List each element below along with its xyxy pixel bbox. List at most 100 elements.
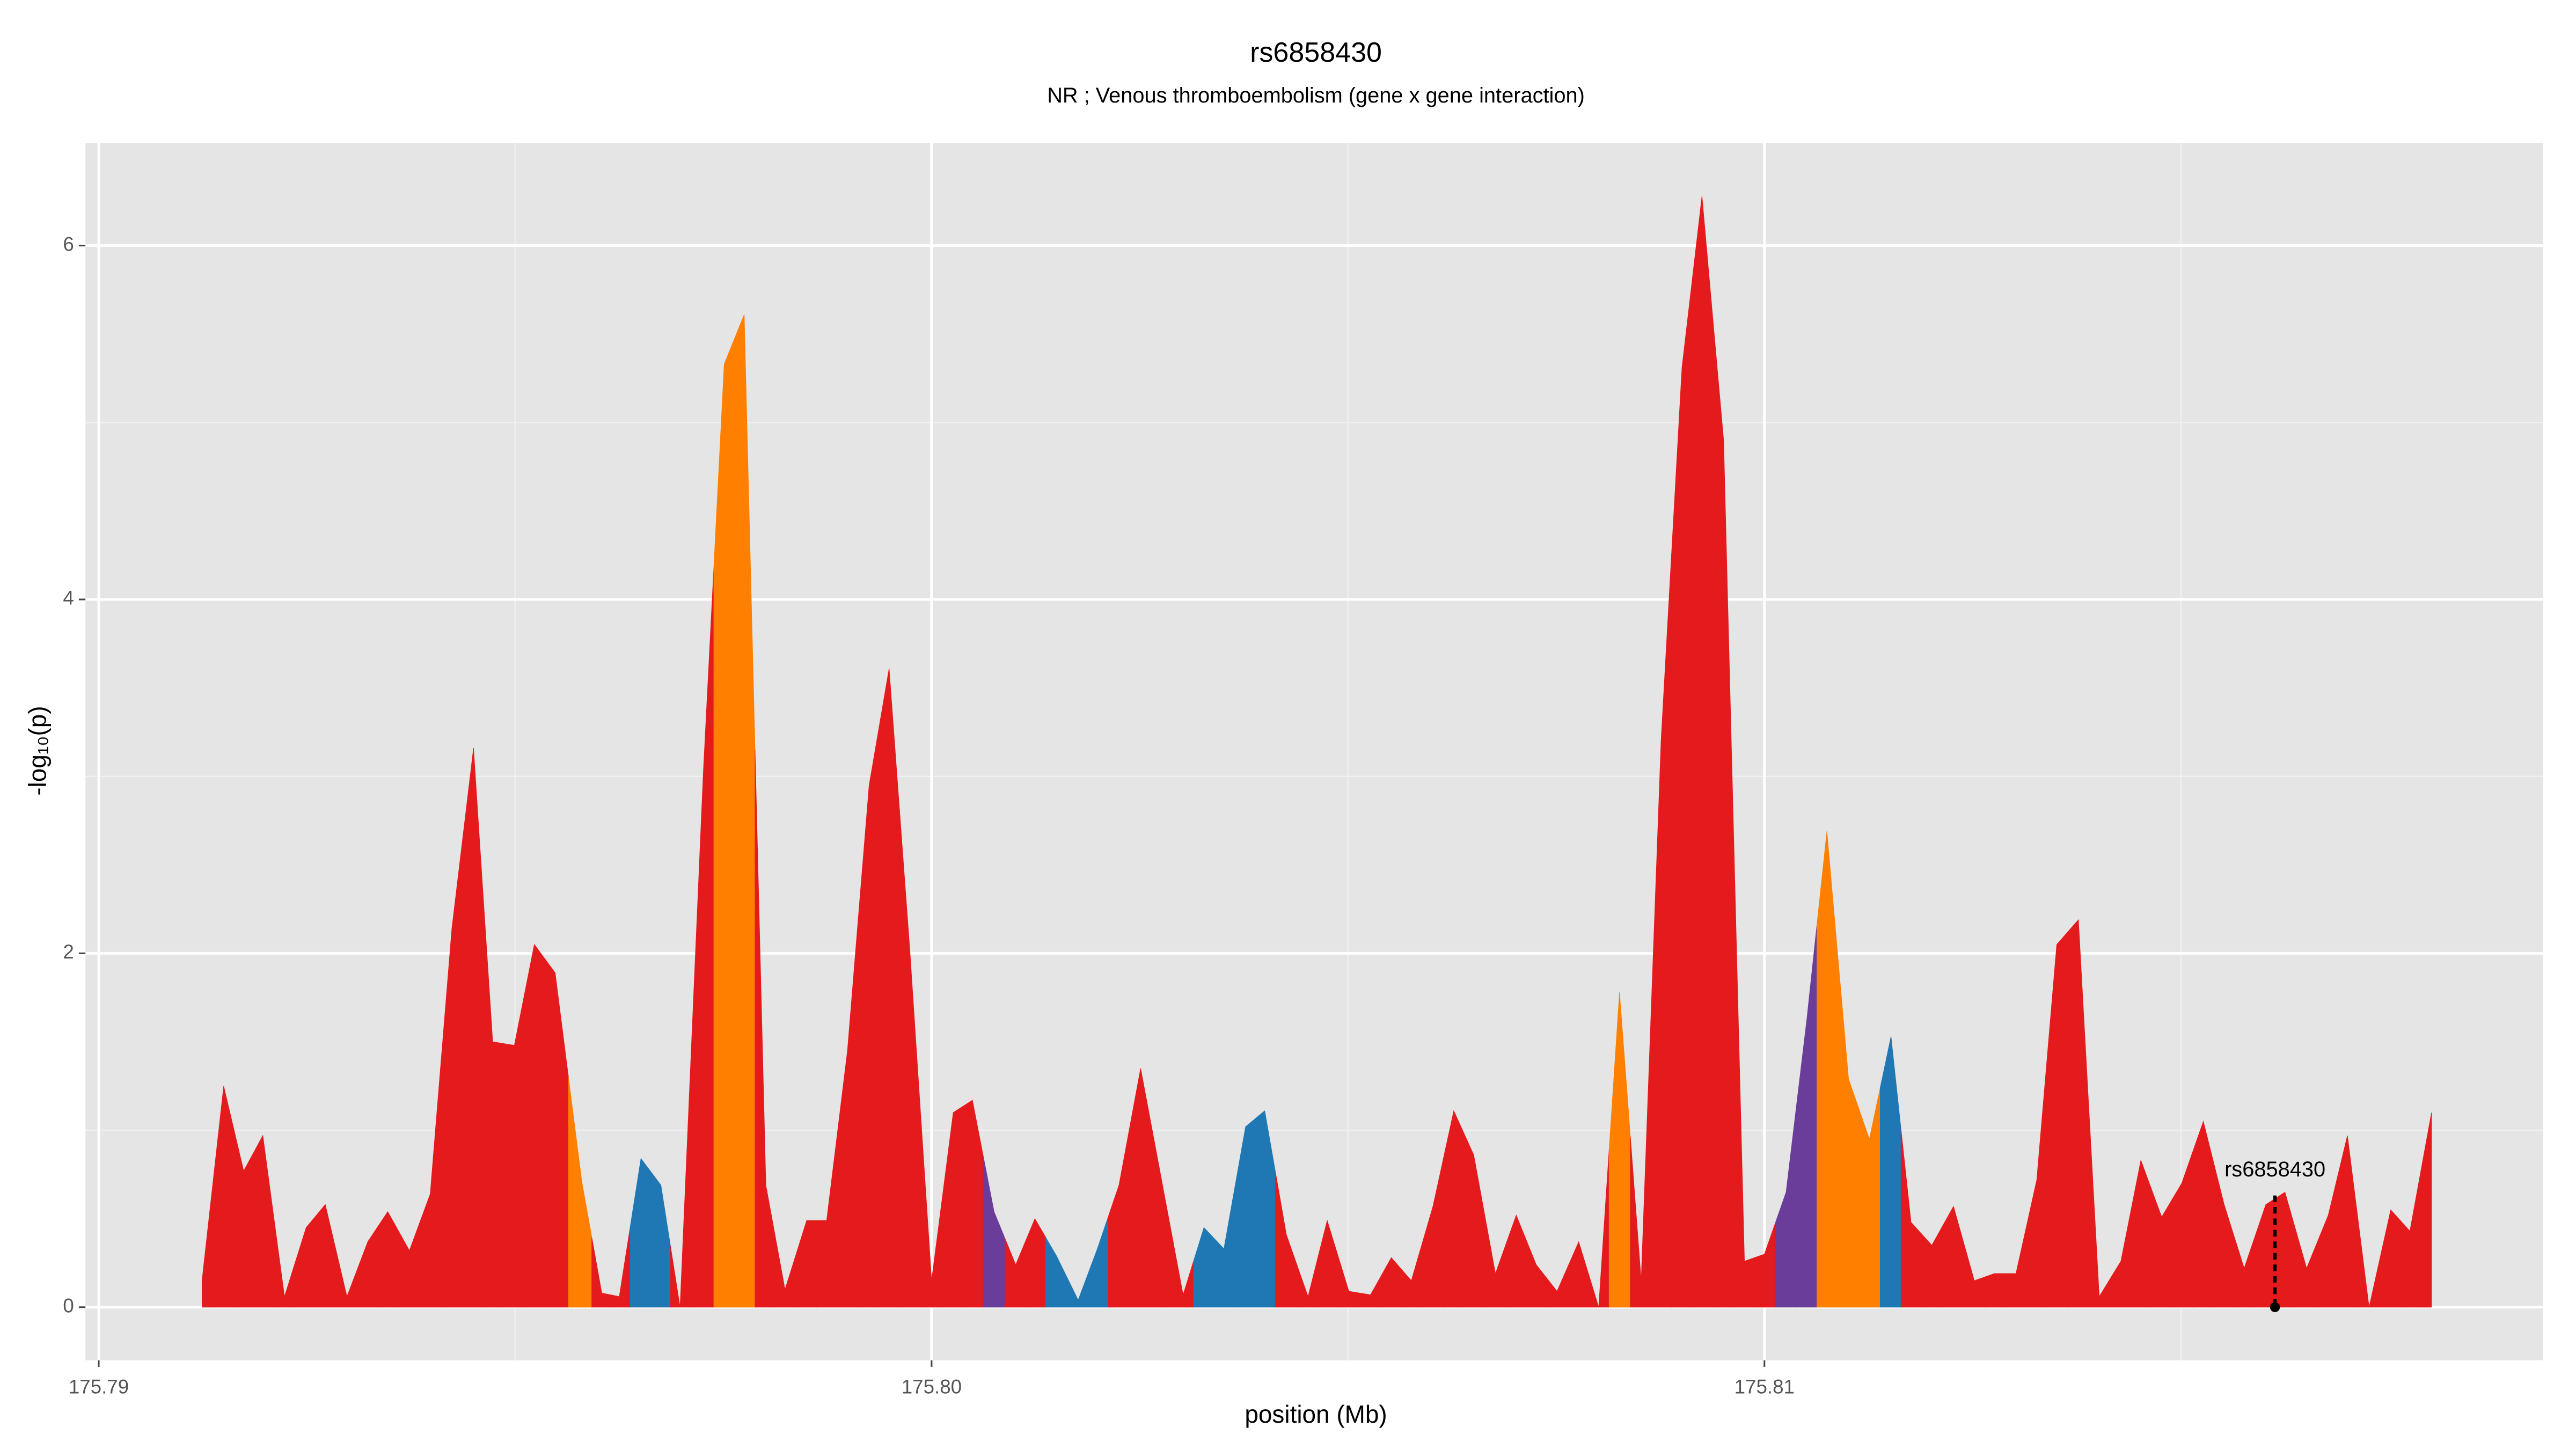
area-segment — [1443, 1110, 1465, 1308]
area-segment — [398, 1222, 420, 1308]
x-tick-label: 175.80 — [902, 1375, 962, 1397]
area-segment — [1733, 851, 1755, 1308]
area-segment — [295, 1215, 316, 1308]
area-segment — [1317, 1219, 1338, 1308]
area-segment — [755, 750, 776, 1308]
x-axis-label: position (Mb) — [1245, 1400, 1387, 1428]
area-segment — [2295, 1230, 2318, 1308]
area-segment — [899, 810, 921, 1308]
area-segment — [1234, 1118, 1256, 1308]
area-segment — [2358, 1221, 2381, 1308]
area-segment — [503, 994, 525, 1308]
area-segment — [1568, 1241, 1589, 1308]
area-segment — [2046, 931, 2068, 1308]
area-segment — [1713, 318, 1735, 1308]
area-segment — [315, 1204, 336, 1308]
area-segment — [713, 339, 735, 1308]
annotation-label: rs6858430 — [2224, 1158, 2325, 1181]
area-segment — [1193, 1227, 1214, 1308]
area-segment — [1045, 1236, 1068, 1308]
area-segment — [1837, 955, 1860, 1308]
area-segment — [524, 943, 545, 1308]
area-segment — [2234, 1236, 2256, 1308]
area-segment — [2400, 1172, 2421, 1308]
area-segment — [1671, 282, 1693, 1308]
area-segment — [650, 1171, 671, 1308]
area-segment — [441, 838, 463, 1308]
area-segment — [1401, 1243, 1423, 1308]
area-segment — [1984, 1273, 2006, 1308]
area-segment — [2337, 1135, 2359, 1308]
x-tick-label: 175.81 — [1735, 1375, 1795, 1397]
area-segment — [1255, 1110, 1276, 1308]
area-segment — [1067, 1274, 1088, 1308]
area-segment — [1754, 1223, 1776, 1308]
area-segment — [1129, 1068, 1162, 1308]
area-segment — [920, 1116, 943, 1308]
area-segment — [419, 1061, 442, 1308]
area-segment — [2026, 1062, 2047, 1308]
area-segment — [610, 1227, 631, 1308]
area-segment — [253, 1135, 274, 1308]
chart-subtitle: NR ; Venous thromboembolism (gene x gene… — [1047, 84, 1585, 107]
area-segment — [2067, 919, 2089, 1308]
area-segment — [983, 1155, 1005, 1308]
area-segment — [1692, 196, 1714, 1308]
area-segment — [858, 727, 880, 1308]
area-segment — [1796, 925, 1817, 1308]
area-segment — [1817, 831, 1838, 1308]
y-tick-label: 2 — [63, 941, 74, 963]
area-segment — [462, 748, 484, 1308]
area-segment — [2171, 1152, 2193, 1308]
area-segment — [2088, 1108, 2111, 1308]
area-segment — [2192, 1120, 2214, 1308]
area-segment — [591, 1237, 611, 1308]
area-segment — [1546, 1266, 1568, 1308]
area-segment — [335, 1250, 358, 1308]
area-segment — [1337, 1256, 1360, 1308]
area-segment — [1380, 1257, 1402, 1308]
area-segment — [357, 1226, 378, 1308]
area-segment — [1608, 992, 1631, 1308]
area-segment — [213, 1086, 234, 1308]
area-segment — [2004, 1226, 2027, 1308]
area-segment — [1858, 1087, 1880, 1308]
area-segment — [1359, 1275, 1381, 1308]
area-segment — [1484, 1214, 1506, 1308]
area-segment — [837, 918, 859, 1308]
area-segment — [1900, 1129, 1922, 1308]
area-segment — [1463, 1132, 1485, 1308]
area-segment — [1921, 1225, 1943, 1308]
area-segment — [630, 1158, 652, 1308]
area-segment — [233, 1128, 254, 1308]
area-segment — [1213, 1188, 1235, 1308]
area-segment — [1775, 1105, 1797, 1308]
area-segment — [377, 1211, 399, 1308]
area-segment — [568, 1077, 592, 1308]
y-tick-label: 4 — [63, 587, 74, 609]
annotation-dot — [2270, 1302, 2280, 1312]
area-segment — [816, 1135, 838, 1308]
area-segment — [795, 1220, 817, 1308]
area-segment — [2213, 1162, 2235, 1308]
y-tick-label: 6 — [63, 233, 74, 255]
area-segment — [482, 895, 504, 1308]
area-segment — [775, 1237, 796, 1308]
area-segment — [1087, 1217, 1109, 1308]
area-segment — [2131, 1159, 2152, 1308]
area-segment — [1963, 1243, 1985, 1308]
area-segment — [734, 314, 756, 1308]
area-segment — [1526, 1240, 1547, 1308]
area-segment — [2110, 1211, 2132, 1308]
area-segment — [670, 1039, 692, 1308]
area-segment — [1297, 1258, 1318, 1308]
area-segment — [544, 957, 569, 1308]
x-tick-label: 175.79 — [69, 1375, 129, 1397]
area-segment — [1505, 1214, 1527, 1308]
area-segment — [273, 1216, 296, 1308]
y-tick-label: 0 — [63, 1294, 74, 1316]
area-segment — [2380, 1209, 2401, 1308]
area-segment — [1422, 1158, 1444, 1308]
area-segment — [1588, 1150, 1609, 1308]
